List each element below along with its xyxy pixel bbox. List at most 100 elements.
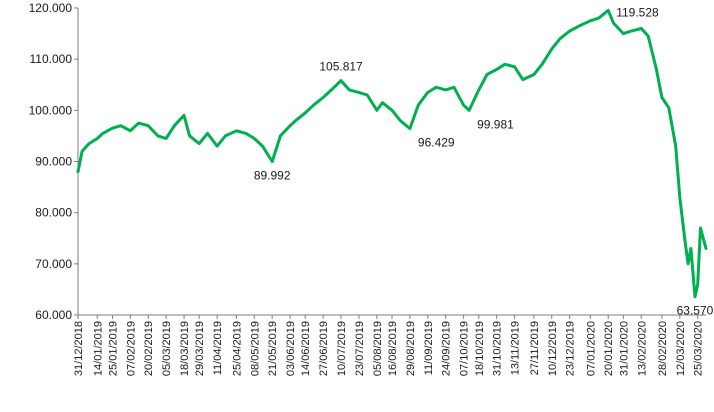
- x-tick-label: 10/12/2019: [547, 321, 559, 376]
- y-tick-label: 100.000: [29, 103, 73, 117]
- x-tick-label: 11/09/2019: [423, 321, 435, 375]
- data-point: [696, 283, 699, 286]
- data-label: 105.817: [319, 60, 363, 74]
- data-point: [235, 129, 238, 132]
- data-point: [129, 129, 132, 132]
- x-tick-label: 25/03/2020: [693, 321, 705, 376]
- data-point: [390, 109, 394, 112]
- data-point: [640, 27, 643, 30]
- x-tick-label: 31/12/2018: [73, 321, 85, 376]
- data-point: [589, 19, 592, 22]
- x-tick-label: 10/07/2019: [336, 321, 348, 376]
- data-point: [253, 137, 256, 140]
- x-tick-label: 27/11/2019: [529, 321, 541, 375]
- y-tick-label: 80.000: [35, 206, 72, 220]
- x-tick-label: 23/07/2019: [354, 321, 366, 376]
- data-point: [375, 109, 379, 112]
- data-point: [477, 88, 480, 92]
- x-tick-label: 14/06/2019: [300, 321, 312, 376]
- data-point: [612, 22, 615, 25]
- x-tick-label: 07/10/2019: [459, 321, 471, 376]
- x-tick-label: 13/02/2020: [636, 321, 648, 376]
- data-point: [434, 86, 438, 89]
- data-point: [426, 91, 429, 94]
- data-point: [684, 242, 687, 245]
- data-point: [224, 134, 227, 138]
- data-point: [578, 24, 581, 28]
- data-point: [381, 101, 384, 104]
- x-tick-label: 03/06/2019: [285, 321, 297, 376]
- data-point: [408, 127, 412, 130]
- data-point: [521, 78, 524, 81]
- x-tick-label: 07/01/2020: [585, 321, 597, 376]
- data-point: [686, 262, 690, 265]
- data-point: [689, 247, 693, 250]
- data-point: [312, 104, 315, 107]
- data-point: [339, 79, 343, 82]
- y-tick-label: 110.000: [30, 52, 73, 66]
- x-tick-label: 16/08/2019: [387, 321, 399, 376]
- x-tick-label: 25/04/2019: [231, 321, 243, 376]
- x-tick-label: 20/01/2020: [603, 321, 615, 376]
- x-tick-label: 29/08/2019: [405, 321, 417, 376]
- data-point: [206, 132, 209, 135]
- data-point: [485, 73, 489, 76]
- x-tick-label: 25/01/2019: [107, 321, 119, 376]
- data-label: 99.981: [477, 117, 514, 131]
- series-layer: [76, 8, 708, 299]
- data-point: [444, 88, 447, 92]
- data-point: [164, 137, 168, 140]
- data-point: [182, 114, 186, 117]
- x-tick-label: 12/03/2020: [675, 321, 687, 376]
- data-point: [173, 124, 176, 127]
- data-point: [399, 119, 402, 122]
- data-point: [495, 68, 498, 71]
- y-tick-label: 70.000: [35, 257, 72, 271]
- data-point: [288, 124, 292, 127]
- x-tick-label: 23/12/2019: [565, 321, 577, 376]
- data-point: [304, 111, 307, 115]
- data-point: [294, 119, 297, 122]
- data-point: [96, 137, 99, 140]
- data-point: [215, 144, 219, 148]
- x-tick-label: 29/03/2019: [194, 321, 206, 376]
- x-tick-label: 28/02/2020: [657, 321, 669, 376]
- x-tick-label: 05/03/2019: [161, 321, 173, 376]
- data-point: [693, 295, 697, 298]
- data-point: [76, 170, 80, 173]
- data-point: [704, 247, 708, 250]
- x-tick-label: 05/08/2019: [372, 321, 384, 376]
- data-point: [321, 96, 325, 99]
- x-tick-label: 08/05/2019: [249, 321, 261, 376]
- data-point: [540, 63, 544, 66]
- data-point: [452, 86, 456, 89]
- x-tick-label: 27/06/2019: [318, 321, 330, 376]
- data-point: [137, 121, 140, 125]
- x-tick-label: 31/10/2019: [492, 321, 504, 376]
- data-point: [607, 9, 610, 12]
- data-point: [188, 134, 191, 138]
- data-label: 63.570: [677, 304, 714, 318]
- data-label: 119.528: [616, 5, 659, 19]
- data-point: [417, 104, 420, 107]
- data-point: [271, 160, 274, 163]
- y-tick-label: 120.000: [29, 1, 73, 15]
- x-tick-label: 20/02/2019: [143, 321, 155, 376]
- x-tick-label: 18/10/2019: [474, 321, 486, 376]
- data-point: [568, 29, 571, 33]
- data-point: [622, 32, 625, 35]
- data-point: [279, 134, 282, 138]
- data-point: [80, 150, 84, 153]
- x-tick-label: 18/03/2019: [179, 321, 191, 376]
- data-point: [330, 88, 333, 92]
- y-tick-label: 60.000: [35, 308, 72, 322]
- data-point: [558, 37, 562, 40]
- x-tick-label: 11/04/2019: [212, 321, 224, 375]
- data-point: [667, 106, 670, 110]
- data-point: [699, 226, 702, 230]
- data-point: [101, 132, 105, 135]
- data-point: [467, 109, 471, 112]
- x-tick-label: 14/01/2019: [92, 321, 104, 376]
